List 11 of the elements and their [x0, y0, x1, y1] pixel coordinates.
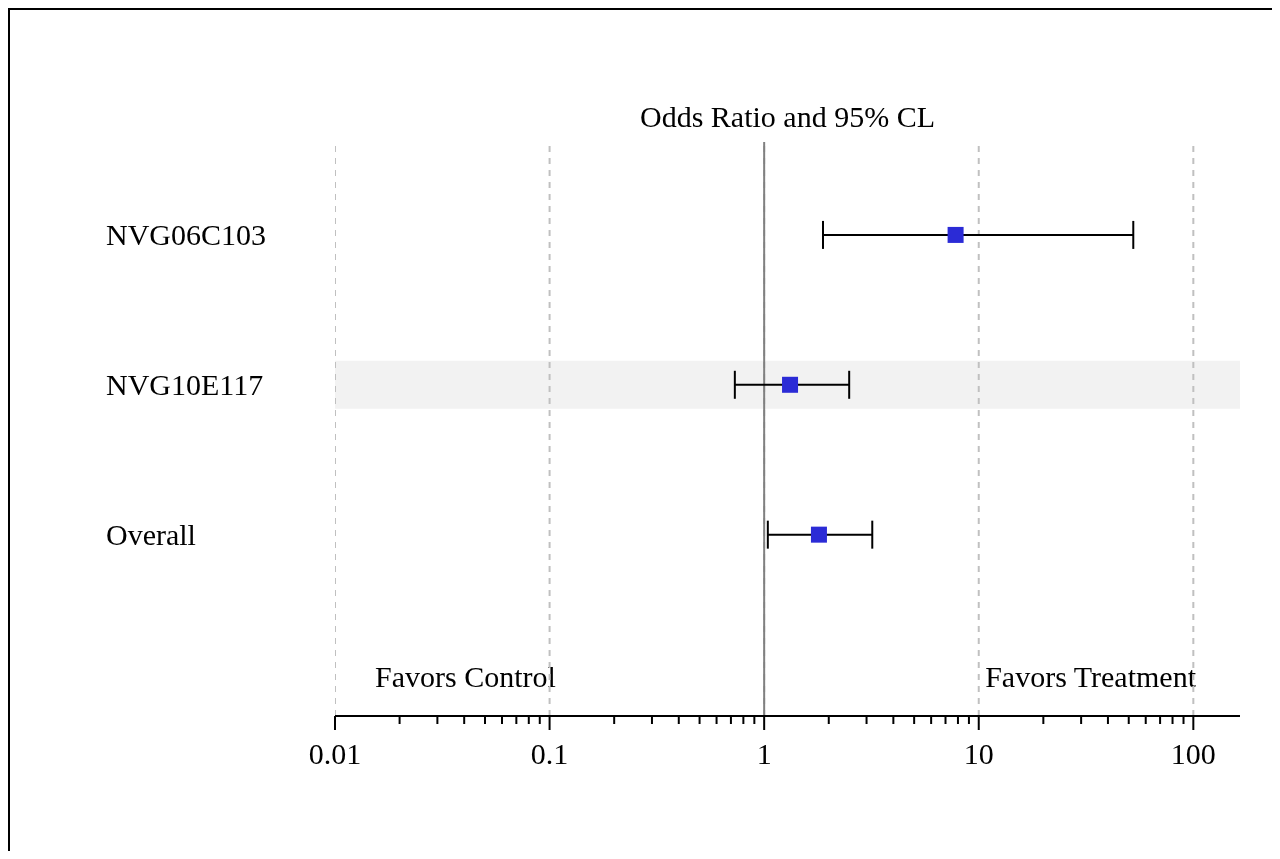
annotation: Favors Treatment	[985, 660, 1196, 694]
x-tick-label: 0.1	[530, 737, 569, 770]
chart-title: Odds Ratio and 95% CL	[639, 100, 936, 134]
y-tick-label: Overall	[106, 517, 196, 551]
y-tick-label: NVG10E117	[106, 367, 264, 401]
x-tick-label: 0.01	[308, 737, 362, 770]
y-tick-label: NVG06C103	[106, 217, 267, 251]
annotation: Favors Control	[375, 660, 556, 694]
x-tick-label: 10	[963, 737, 994, 770]
x-tick-label: 100	[1170, 737, 1216, 770]
x-tick-label: 1	[756, 737, 772, 770]
